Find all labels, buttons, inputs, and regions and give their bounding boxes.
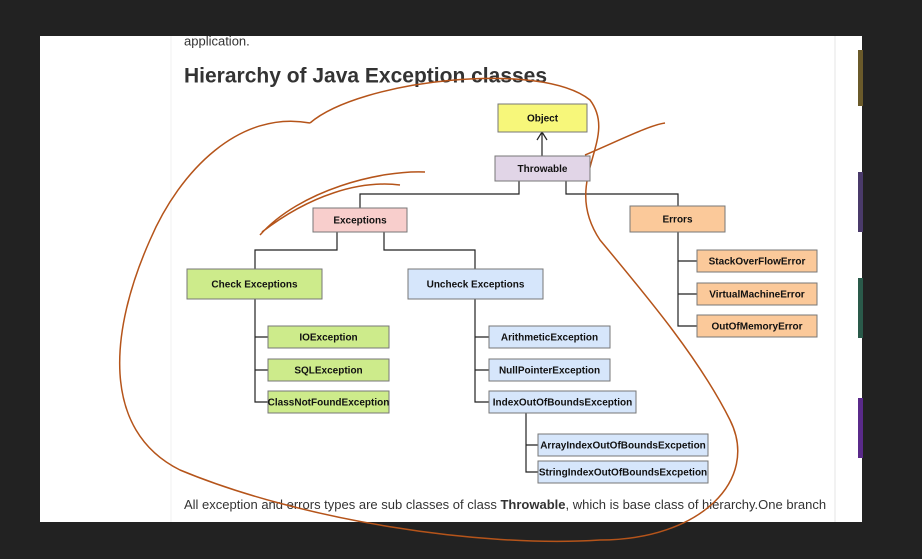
node-box	[267, 358, 390, 382]
thumbnail	[858, 50, 863, 106]
node-label: NullPointerException	[499, 366, 600, 377]
node-label: Uncheck Exceptions	[427, 280, 525, 291]
paragraph-bold: Throwable	[500, 497, 565, 512]
node-label: ArithmeticException	[501, 333, 598, 344]
node-box	[488, 390, 637, 414]
node-label: IndexOutOfBoundsException	[493, 398, 632, 409]
intro-text: application.	[184, 33, 250, 48]
node-box	[497, 103, 588, 133]
node-box	[629, 205, 726, 233]
paragraph-text: , which is base class of hierarchy.One b…	[566, 497, 827, 512]
node-box	[186, 268, 323, 300]
node-label: Object	[527, 114, 559, 125]
node-box	[488, 358, 611, 382]
node-label: OutOfMemoryError	[711, 322, 802, 333]
node-box	[537, 433, 709, 457]
node-box	[407, 268, 544, 300]
node-label: VirtualMachineError	[709, 290, 805, 301]
node-label: StackOverFlowError	[709, 257, 806, 268]
thumbnail	[858, 172, 863, 232]
node-label: IOException	[299, 333, 357, 344]
node-label: Errors	[662, 215, 692, 226]
node-label: ClassNotFoundException	[268, 398, 390, 409]
heading: Hierarchy of Java Exception classes	[184, 65, 547, 88]
paragraph-text: All exception and errors types are sub c…	[184, 497, 500, 512]
connectors	[254, 130, 697, 473]
node-box	[488, 325, 611, 349]
node-label: Throwable	[517, 164, 567, 175]
node-label: StringIndexOutOfBoundsExcpetion	[539, 468, 707, 479]
thumbnail	[858, 278, 863, 338]
node-label: Check Exceptions	[211, 280, 298, 291]
node-box	[312, 207, 408, 233]
annotation	[118, 77, 739, 543]
thumbnail	[858, 398, 863, 458]
node-box	[267, 390, 390, 414]
node-box	[696, 314, 818, 338]
node-box	[537, 460, 709, 484]
node-box	[696, 282, 818, 306]
node-box	[696, 249, 818, 273]
node-box	[267, 325, 390, 349]
paragraph: All exception and errors types are sub c…	[184, 497, 826, 512]
node-label: Exceptions	[333, 216, 387, 227]
node-label: SQLException	[294, 366, 362, 377]
node-label: ArrayIndexOutOfBoundsExcpetion	[540, 441, 706, 452]
node-box	[494, 155, 591, 182]
